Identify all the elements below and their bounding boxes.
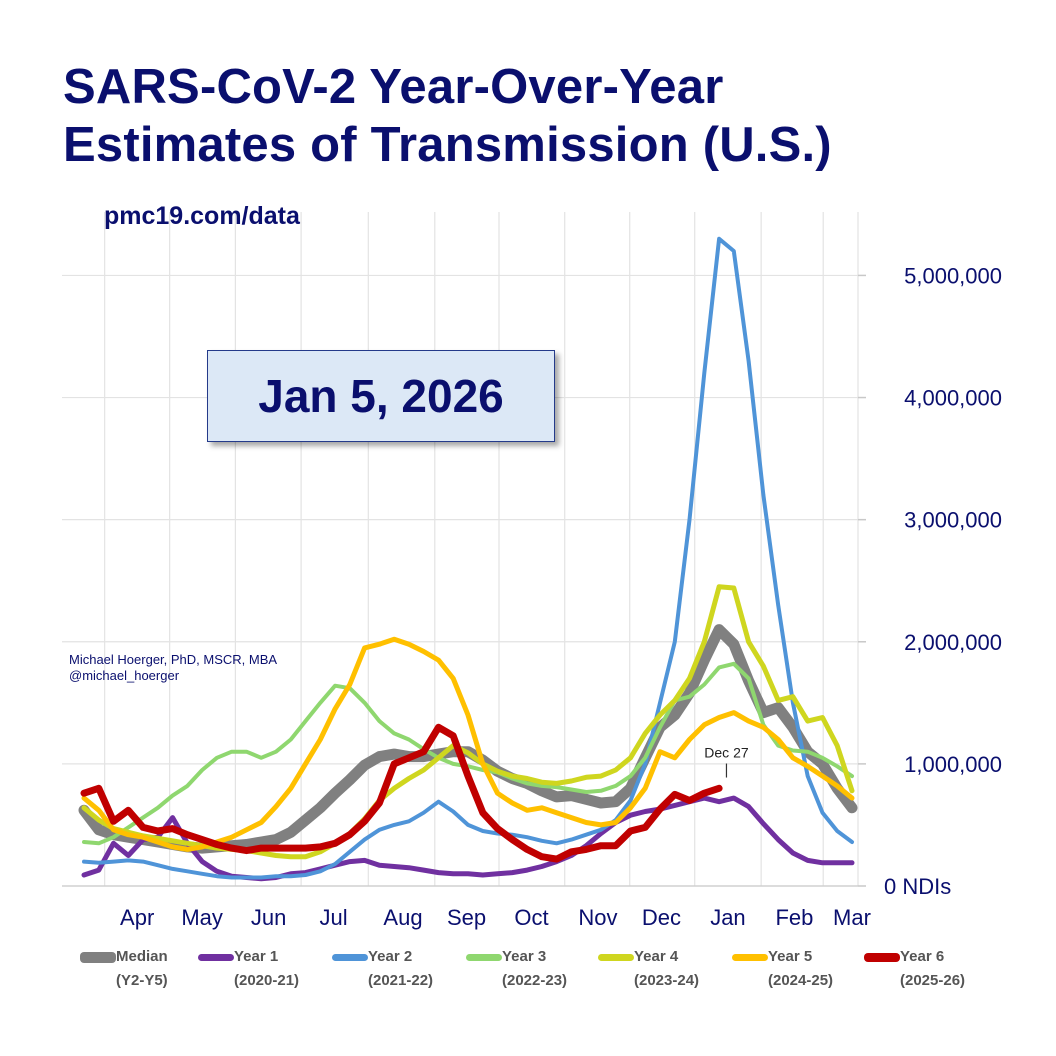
y-tick-labels: 0 NDIs 1,000,000 2,000,000 3,000,000 4,000,0… <box>884 263 1002 899</box>
series-line-year-1 <box>81 795 855 882</box>
y-tick-label: 4,000,000 <box>904 386 1002 411</box>
y-tick-label: 1,000,000 <box>904 752 1002 777</box>
x-tick-label: Apr <box>120 905 154 930</box>
x-tick-label: Aug <box>383 905 422 930</box>
legend-swatch-year5 <box>732 954 768 961</box>
legend-label: Year 2 <box>368 948 413 965</box>
legend-swatch-median <box>80 952 116 963</box>
x-tick-label: Sep <box>447 905 486 930</box>
x-tick-label: Jun <box>251 905 286 930</box>
legend-period: (Y2-Y5) <box>116 972 168 989</box>
date-box: Jan 5, 2026 <box>207 350 555 442</box>
x-tick-label: Jan <box>710 905 745 930</box>
source-url: pmc19.com/data <box>104 202 300 230</box>
annotation-label: Dec 27 <box>704 745 749 761</box>
x-tick-label: Jul <box>320 905 348 930</box>
legend-label: Year 5 <box>768 948 813 965</box>
page-title: SARS-CoV-2 Year-Over-Year Estimates of T… <box>63 58 832 174</box>
chart-annotation: Dec 27 <box>704 745 749 778</box>
x-tick-label: May <box>181 905 223 930</box>
legend-label: Median <box>116 948 168 965</box>
legend-label: Year 4 <box>634 948 679 965</box>
y-tick-label: 0 NDIs <box>884 874 951 899</box>
series-line-year-6 <box>80 723 723 863</box>
title-line-1: SARS-CoV-2 Year-Over-Year <box>63 60 724 114</box>
x-tick-label: Nov <box>578 905 617 930</box>
legend-swatch-year6 <box>864 953 900 962</box>
legend-label: Year 1 <box>234 948 279 965</box>
legend-label: Year 3 <box>502 948 547 965</box>
author-credit: Michael Hoerger, PhD, MSCR, MBA @michael… <box>69 652 277 684</box>
legend-swatch-year4 <box>598 954 634 961</box>
x-tick-label: Feb <box>775 905 813 930</box>
legend-period: (2023-24) <box>634 972 700 989</box>
x-tick-label: Oct <box>514 905 548 930</box>
author-handle: @michael_hoerger <box>69 668 180 683</box>
legend-period: (2024-25) <box>768 972 834 989</box>
y-tick-label: 2,000,000 <box>904 630 1002 655</box>
y-tick-label: 3,000,000 <box>904 508 1002 533</box>
x-tick-label: Mar <box>833 905 871 930</box>
x-tick-label: Dec <box>642 905 681 930</box>
legend-period: (2022-23) <box>502 972 568 989</box>
legend-period: (2020-21) <box>234 972 300 989</box>
legend-label: Year 6 <box>900 948 945 965</box>
legend-swatch-year2 <box>332 954 368 961</box>
legend-swatch-year1 <box>198 954 234 961</box>
legend-swatch-year3 <box>466 954 502 961</box>
series-line-year-2 <box>82 236 854 880</box>
y-tick-label: 5,000,000 <box>904 263 1002 288</box>
title-line-2: Estimates of Transmission (U.S.) <box>63 118 832 172</box>
legend-period: (2025-26) <box>900 972 966 989</box>
x-tick-labels: Apr May Jun Jul Aug Sep Oct Nov Dec Jan Feb Mar <box>120 905 871 930</box>
author-name: Michael Hoerger, PhD, MSCR, MBA <box>69 652 278 667</box>
chart-series <box>78 236 858 882</box>
legend-period: (2021-22) <box>368 972 434 989</box>
series-line-year-4 <box>81 584 855 860</box>
chart-grid <box>62 212 866 887</box>
